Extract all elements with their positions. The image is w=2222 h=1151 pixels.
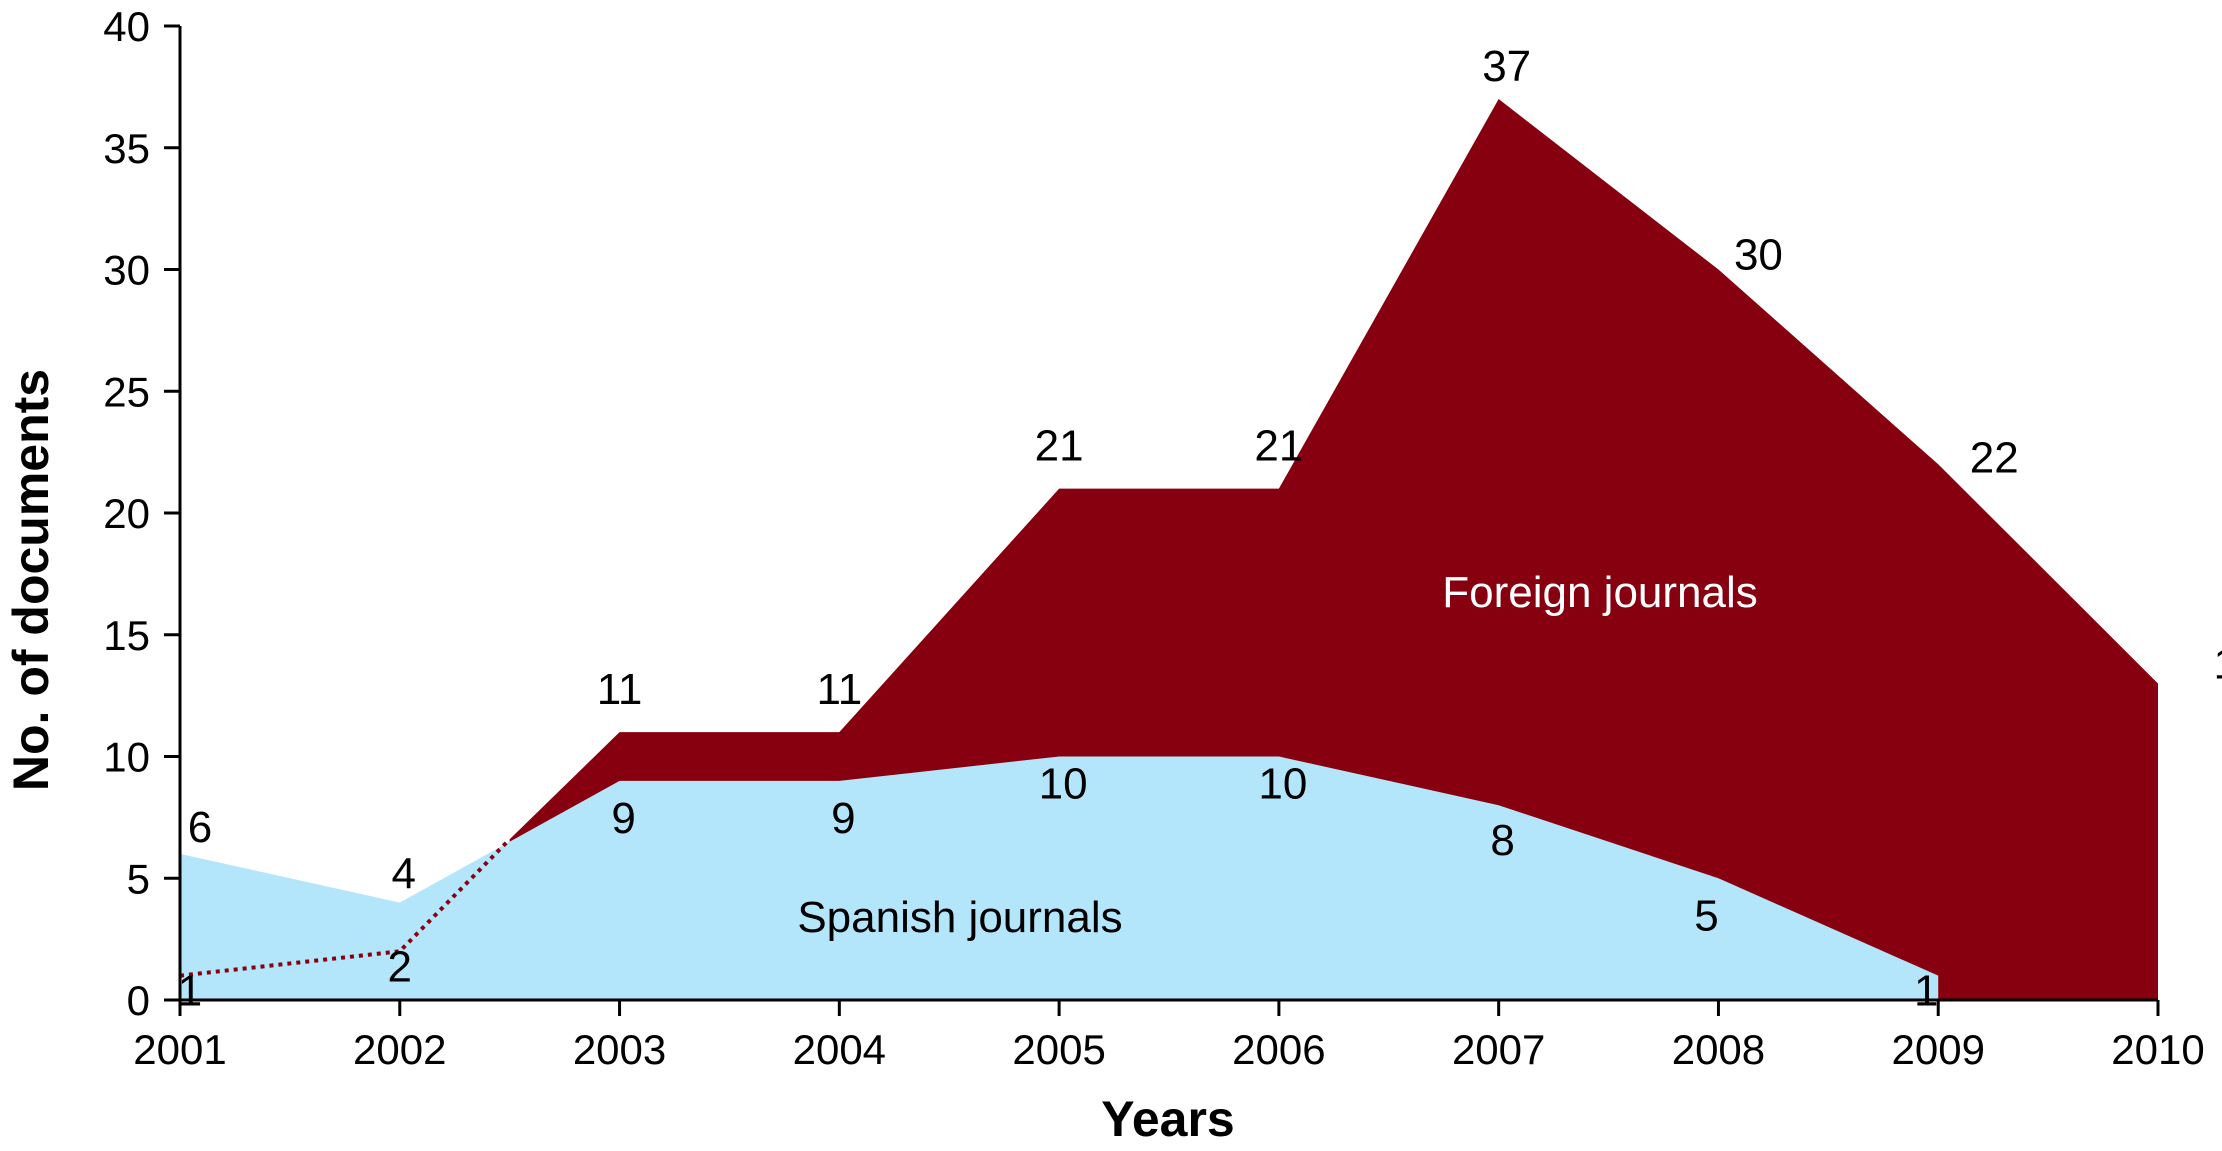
data-label-spanish: 4 — [392, 850, 416, 899]
data-label-foreign: 21 — [1254, 422, 1303, 471]
x-tick-label: 2010 — [2111, 1026, 2204, 1073]
data-label-spanish: 10 — [1258, 760, 1307, 809]
series-label-foreign: Foreign journals — [1442, 568, 1758, 617]
x-tick-label: 2005 — [1012, 1026, 1105, 1073]
x-axis-title: Years — [1101, 1091, 1234, 1147]
x-tick-label: 2008 — [1672, 1026, 1765, 1073]
y-tick-label: 30 — [103, 247, 150, 294]
data-label-spanish: 10 — [1039, 760, 1088, 809]
data-label-spanish: 1 — [1914, 967, 1938, 1016]
data-label-spanish: 9 — [611, 794, 635, 843]
x-tick-label: 2007 — [1452, 1026, 1545, 1073]
x-tick-label: 2009 — [1892, 1026, 1985, 1073]
x-tick-label: 2002 — [353, 1026, 446, 1073]
data-label-foreign: 37 — [1482, 42, 1531, 91]
y-tick-label: 25 — [103, 368, 150, 415]
data-label-spanish: 9 — [831, 794, 855, 843]
y-tick-label: 0 — [127, 977, 150, 1024]
data-label-spanish: 5 — [1694, 891, 1718, 940]
data-label-foreign: 11 — [597, 665, 643, 714]
series-label-spanish: Spanish journals — [797, 893, 1122, 942]
data-label-foreign: 11 — [816, 665, 862, 714]
y-tick-label: 20 — [103, 490, 150, 537]
y-tick-label: 40 — [103, 3, 150, 50]
data-label-foreign: 30 — [1734, 231, 1783, 280]
data-label-foreign: 22 — [1970, 433, 2019, 482]
data-label-spanish: 6 — [188, 803, 212, 852]
x-tick-label: 2003 — [573, 1026, 666, 1073]
data-label-foreign: 2 — [388, 942, 412, 991]
data-label-foreign: 21 — [1035, 422, 1084, 471]
y-tick-label: 15 — [103, 612, 150, 659]
data-label-spanish: 8 — [1490, 816, 1514, 865]
y-tick-label: 10 — [103, 734, 150, 781]
data-label-foreign: 13 — [2214, 639, 2222, 688]
line-foreign-early — [179, 837, 512, 978]
y-axis-title: No. of documents — [3, 369, 59, 791]
x-tick-label: 2001 — [133, 1026, 226, 1073]
x-tick-label: 2006 — [1232, 1026, 1325, 1073]
y-tick-label: 35 — [103, 125, 150, 172]
y-tick-label: 5 — [127, 855, 150, 902]
area-spanish-journals — [180, 756, 1939, 1000]
data-label-foreign: 1 — [178, 967, 202, 1016]
x-tick-label: 2004 — [793, 1026, 886, 1073]
